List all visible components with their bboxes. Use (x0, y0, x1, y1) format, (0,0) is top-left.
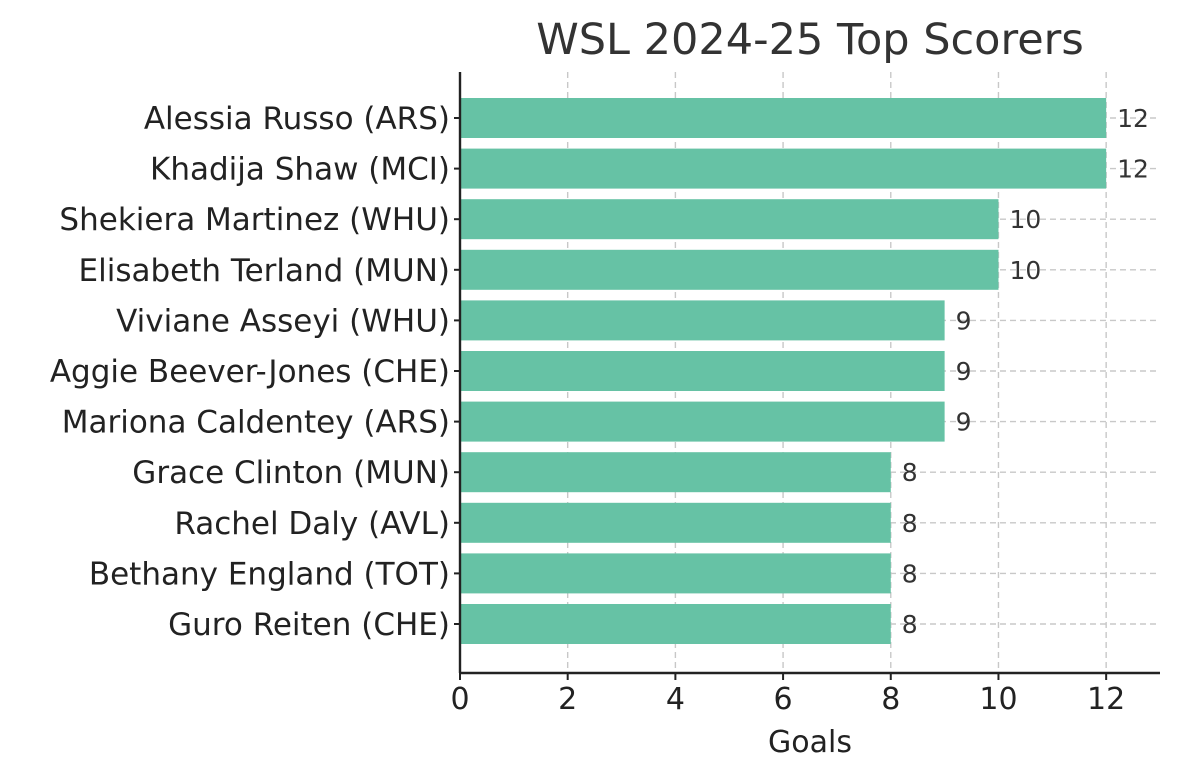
category-label: Alessia Russo (ARS) (144, 101, 450, 137)
x-tick-label: 10 (979, 682, 1017, 717)
bar (460, 98, 1107, 138)
value-labels: 12 12 10 10 9 9 9 8 8 8 8 (902, 104, 1149, 639)
category-label: Bethany England (TOT) (89, 556, 450, 592)
ticks: Alessia Russo (ARS) Khadija Shaw (MCI) She… (50, 101, 1125, 717)
value-label: 9 (956, 306, 972, 335)
value-label: 10 (1009, 205, 1041, 234)
category-label: Elisabeth Terland (MUN) (79, 253, 450, 289)
value-label: 10 (1009, 256, 1041, 285)
x-axis-label: Goals (768, 725, 852, 760)
category-label: Grace Clinton (MUN) (132, 455, 450, 491)
bar (460, 351, 945, 391)
category-label: Viviane Asseyi (WHU) (116, 303, 450, 339)
value-label: 8 (902, 509, 918, 538)
bar (460, 249, 999, 290)
bar (460, 300, 945, 341)
category-label: Rachel Daly (AVL) (174, 506, 450, 542)
category-label: Guro Reiten (CHE) (168, 607, 450, 643)
x-tick-label: 12 (1087, 682, 1125, 717)
bar (460, 604, 891, 644)
bar (460, 452, 891, 493)
category-label: Aggie Beever-Jones (CHE) (50, 354, 450, 390)
bar (460, 502, 891, 543)
bar (460, 401, 945, 442)
value-label: 9 (956, 408, 972, 437)
bars (460, 98, 1107, 644)
x-tick-label: 6 (774, 682, 793, 717)
x-tick-label: 0 (450, 682, 469, 717)
bar (460, 148, 1107, 189)
value-label: 8 (902, 610, 918, 639)
category-label: Khadija Shaw (MCI) (150, 152, 450, 188)
value-label: 12 (1117, 104, 1149, 133)
x-tick-label: 4 (666, 682, 685, 717)
category-label: Mariona Caldentey (ARS) (62, 405, 450, 441)
value-label: 9 (956, 357, 972, 386)
bar (460, 553, 891, 594)
x-tick-label: 8 (881, 682, 900, 717)
value-label: 8 (902, 458, 918, 487)
value-label: 12 (1117, 155, 1149, 184)
value-label: 8 (902, 559, 918, 588)
category-label: Shekiera Martinez (WHU) (59, 202, 450, 238)
chart-title: WSL 2024-25 Top Scorers (536, 15, 1084, 65)
x-tick-label: 2 (558, 682, 577, 717)
bar (460, 199, 999, 240)
